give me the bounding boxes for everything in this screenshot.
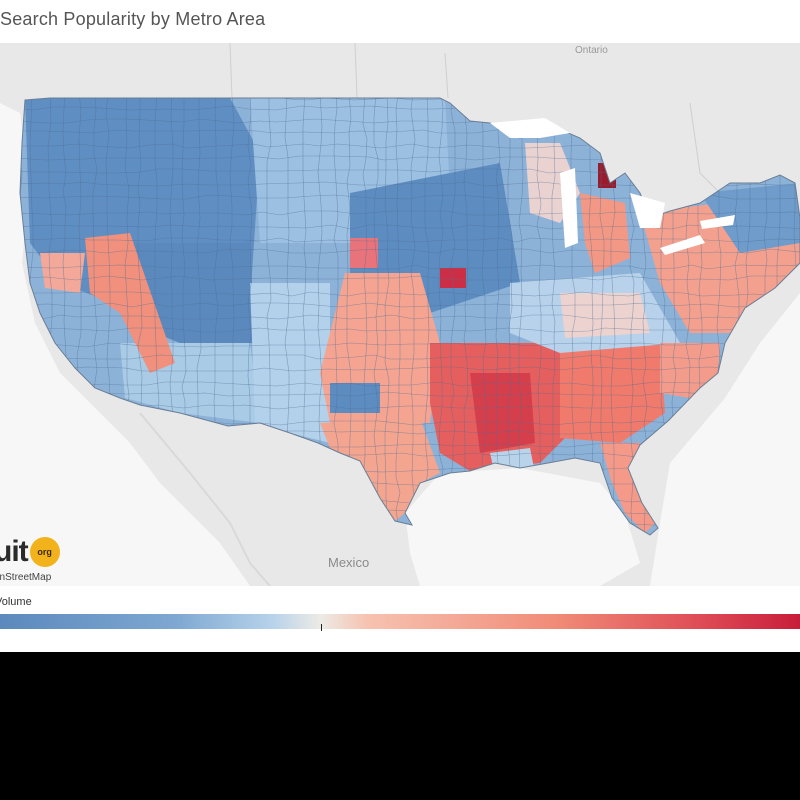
label-mexico: Mexico — [328, 555, 370, 570]
region-nevada — [85, 233, 175, 373]
mexico-coastline — [139, 412, 271, 586]
atlantic-ocean — [650, 293, 800, 586]
region-chicago — [440, 268, 466, 288]
logo-badge: org — [29, 537, 60, 567]
region-newmexico — [250, 283, 330, 443]
page-title: Search Popularity by Metro Area — [0, 9, 266, 29]
lake-huron — [630, 193, 665, 228]
logo-text: uit — [0, 535, 29, 568]
dashboard-panel: Search Popularity by Metro Area — [0, 0, 800, 652]
legend-center-tick — [321, 624, 322, 631]
gulf-of-mexico — [405, 468, 640, 586]
us-outline — [19, 97, 800, 536]
lake-michigan — [560, 168, 578, 248]
osm-logo-icon[interactable]: uit org — [0, 534, 60, 570]
lake-erie — [660, 235, 705, 255]
legend-title: Volume — [0, 596, 32, 608]
region-georgia-carolina — [560, 343, 665, 443]
region-michigan — [580, 193, 630, 273]
legend-gradient — [0, 614, 800, 629]
region-utah — [130, 243, 255, 343]
metro-map[interactable]: Ontario Mexico uit org enStreetMap — [0, 43, 800, 586]
lake-ontario — [700, 215, 735, 229]
pacific-ocean — [0, 103, 250, 586]
map-attribution-link[interactable]: enStreetMap — [0, 572, 52, 583]
region-norcal — [40, 253, 85, 293]
region-texas-blue — [330, 383, 380, 413]
region-mississippi — [470, 373, 535, 453]
province-borders — [229, 43, 731, 204]
map-canvas[interactable] — [0, 43, 800, 586]
county-grid — [20, 98, 800, 535]
label-ontario: Ontario — [575, 45, 608, 56]
color-legend-bar[interactable] — [0, 614, 800, 629]
lake-superior — [490, 118, 570, 138]
region-nebraska-spot — [350, 238, 378, 268]
